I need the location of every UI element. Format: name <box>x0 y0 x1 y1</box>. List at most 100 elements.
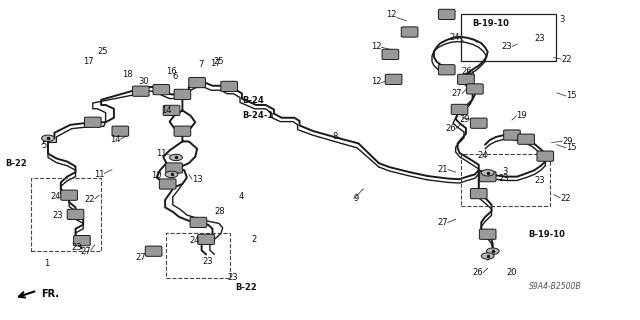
Text: B-19-10: B-19-10 <box>529 230 566 239</box>
Text: 30: 30 <box>138 77 148 86</box>
Text: 23: 23 <box>534 176 545 185</box>
Text: 27: 27 <box>437 218 448 227</box>
Text: 5: 5 <box>42 141 47 150</box>
Text: 4: 4 <box>239 192 244 201</box>
FancyBboxPatch shape <box>385 74 402 84</box>
Text: 27: 27 <box>80 247 91 256</box>
FancyBboxPatch shape <box>518 134 534 144</box>
FancyBboxPatch shape <box>458 74 474 84</box>
Text: 11: 11 <box>156 149 166 158</box>
FancyBboxPatch shape <box>153 84 170 95</box>
FancyBboxPatch shape <box>67 209 84 220</box>
Text: 24: 24 <box>449 33 460 42</box>
FancyBboxPatch shape <box>190 217 207 228</box>
FancyBboxPatch shape <box>382 49 399 60</box>
FancyBboxPatch shape <box>467 84 483 94</box>
FancyBboxPatch shape <box>112 126 129 136</box>
FancyBboxPatch shape <box>132 86 149 96</box>
Circle shape <box>165 171 178 178</box>
Bar <box>461 14 556 61</box>
Text: 24: 24 <box>477 151 488 160</box>
Text: 17: 17 <box>83 57 94 66</box>
Text: 25: 25 <box>213 57 223 66</box>
Text: 23: 23 <box>52 212 63 220</box>
Text: 27: 27 <box>451 89 462 98</box>
Text: 26: 26 <box>472 268 483 277</box>
Text: 8: 8 <box>333 132 338 141</box>
Text: 29: 29 <box>562 137 572 146</box>
Circle shape <box>481 253 494 259</box>
Text: 16: 16 <box>166 68 177 76</box>
Text: 14: 14 <box>110 135 120 144</box>
FancyBboxPatch shape <box>159 179 176 189</box>
Text: 15: 15 <box>566 143 576 152</box>
FancyBboxPatch shape <box>74 236 90 246</box>
FancyBboxPatch shape <box>145 246 162 256</box>
Text: 25: 25 <box>97 47 108 56</box>
FancyBboxPatch shape <box>166 163 182 173</box>
Text: 3: 3 <box>502 167 508 176</box>
Text: 23: 23 <box>498 174 509 183</box>
FancyBboxPatch shape <box>451 104 468 115</box>
Circle shape <box>481 170 494 176</box>
FancyBboxPatch shape <box>198 234 214 244</box>
FancyBboxPatch shape <box>189 77 205 88</box>
Text: B-22: B-22 <box>236 283 257 292</box>
Text: 27: 27 <box>135 253 146 262</box>
FancyBboxPatch shape <box>504 130 520 140</box>
Text: 2: 2 <box>252 236 257 244</box>
Text: 22: 22 <box>84 196 95 204</box>
FancyBboxPatch shape <box>438 65 455 75</box>
Bar <box>166 233 230 278</box>
Text: 6: 6 <box>173 72 178 81</box>
Text: FR.: FR. <box>42 289 60 300</box>
Circle shape <box>486 248 499 254</box>
FancyBboxPatch shape <box>537 151 554 161</box>
Text: S9A4-B2500B: S9A4-B2500B <box>529 282 582 291</box>
Text: 3: 3 <box>559 15 564 24</box>
Text: 28: 28 <box>214 207 225 216</box>
Circle shape <box>170 154 182 161</box>
FancyBboxPatch shape <box>163 105 180 116</box>
Text: 9: 9 <box>354 194 359 203</box>
Bar <box>31 178 101 251</box>
Text: B-22: B-22 <box>5 159 27 168</box>
Text: 22: 22 <box>560 194 570 203</box>
Text: 7: 7 <box>198 60 204 69</box>
Text: 15: 15 <box>566 92 576 100</box>
Text: 23: 23 <box>227 273 238 282</box>
Text: 12: 12 <box>371 77 381 86</box>
Text: 24: 24 <box>51 192 61 201</box>
Text: B-24-1: B-24-1 <box>242 111 273 120</box>
Bar <box>461 154 550 206</box>
FancyBboxPatch shape <box>84 117 101 127</box>
Text: 26: 26 <box>461 67 472 76</box>
FancyBboxPatch shape <box>438 9 455 20</box>
Text: 22: 22 <box>561 55 572 64</box>
Text: 14: 14 <box>161 106 172 115</box>
Text: 26: 26 <box>445 124 456 133</box>
Text: 24: 24 <box>189 236 200 245</box>
Text: 23: 23 <box>71 244 82 252</box>
FancyBboxPatch shape <box>401 27 418 37</box>
FancyBboxPatch shape <box>221 81 237 92</box>
Text: 20: 20 <box>507 268 517 277</box>
Text: 21: 21 <box>438 165 448 174</box>
Text: 29: 29 <box>460 115 470 124</box>
Text: 23: 23 <box>501 42 512 51</box>
FancyBboxPatch shape <box>61 190 77 200</box>
FancyBboxPatch shape <box>174 126 191 136</box>
FancyBboxPatch shape <box>174 89 191 100</box>
Text: 1: 1 <box>44 260 49 268</box>
Text: 23: 23 <box>203 257 213 266</box>
Text: 12: 12 <box>387 10 397 19</box>
Text: 23: 23 <box>534 34 545 43</box>
Text: 11: 11 <box>94 170 104 179</box>
Text: 13: 13 <box>192 175 203 184</box>
FancyBboxPatch shape <box>479 229 496 239</box>
Circle shape <box>42 135 54 141</box>
FancyBboxPatch shape <box>470 188 487 199</box>
Text: 10: 10 <box>151 172 161 180</box>
Text: B-24: B-24 <box>242 96 264 105</box>
Text: 17: 17 <box>210 60 221 68</box>
